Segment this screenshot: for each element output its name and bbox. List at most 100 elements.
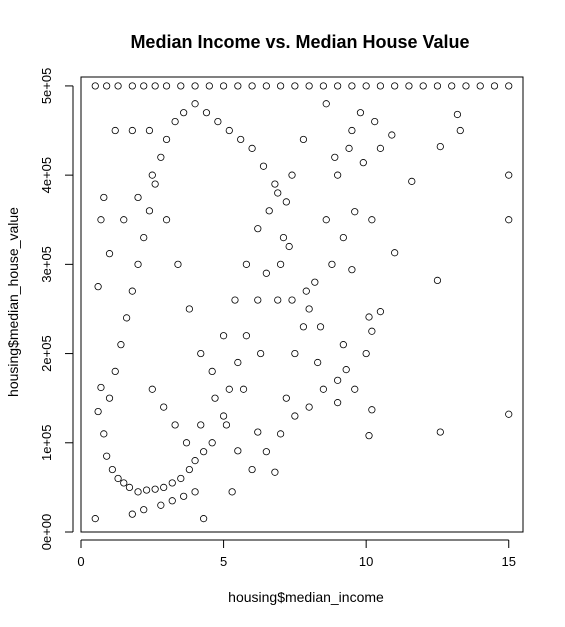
data-point	[142, 486, 151, 494]
data-point	[334, 171, 342, 179]
data-point	[97, 216, 105, 224]
data-point	[408, 177, 416, 185]
data-point	[185, 465, 193, 474]
data-point	[376, 308, 385, 316]
data-point	[277, 260, 285, 268]
data-point	[271, 468, 279, 476]
data-point	[305, 403, 313, 411]
data-point	[328, 260, 336, 268]
data-point	[103, 82, 111, 90]
data-point	[148, 171, 156, 179]
data-point	[351, 208, 359, 216]
data-point	[342, 366, 350, 374]
data-point	[185, 305, 193, 313]
data-point	[262, 82, 270, 90]
data-point	[348, 82, 356, 90]
data-point	[97, 383, 105, 392]
data-point	[202, 109, 211, 117]
data-point	[254, 428, 262, 436]
data-point	[237, 135, 245, 144]
data-point	[436, 142, 444, 151]
data-point	[125, 483, 134, 491]
data-point	[100, 193, 108, 202]
data-point	[448, 82, 456, 90]
data-point	[191, 82, 199, 90]
data-point	[476, 82, 484, 90]
data-point	[211, 394, 219, 402]
x-axis-label: housing$median_income	[228, 589, 384, 605]
data-point	[348, 126, 356, 135]
data-point	[117, 341, 125, 349]
data-point	[231, 296, 239, 304]
data-point	[254, 296, 262, 304]
data-point	[191, 100, 199, 108]
data-point	[162, 135, 171, 144]
data-point	[120, 479, 128, 487]
data-point	[134, 488, 142, 496]
y-tick-label: 0e+00	[39, 514, 54, 551]
data-point	[490, 82, 499, 90]
data-point	[180, 492, 188, 500]
data-point	[200, 515, 208, 523]
data-point	[505, 82, 513, 90]
data-point	[197, 421, 205, 429]
data-point	[108, 465, 116, 474]
data-point	[433, 82, 442, 90]
data-point	[205, 82, 213, 90]
data-point	[433, 276, 442, 285]
data-point	[288, 296, 296, 304]
data-point	[214, 118, 222, 126]
data-point	[291, 349, 299, 358]
data-point	[302, 287, 310, 295]
data-point	[171, 118, 179, 126]
data-point	[234, 447, 242, 455]
data-point	[368, 406, 376, 414]
data-point	[225, 126, 233, 135]
data-point	[282, 394, 290, 402]
data-point	[162, 82, 171, 90]
x-tick-label: 5	[220, 554, 227, 569]
data-point	[191, 457, 199, 465]
data-point	[453, 110, 462, 119]
data-point	[191, 488, 199, 496]
data-point	[174, 260, 182, 268]
data-point	[299, 135, 308, 144]
data-point	[162, 216, 171, 224]
data-point	[334, 82, 342, 90]
data-point	[368, 327, 376, 335]
data-point	[105, 394, 114, 402]
data-point	[259, 162, 268, 170]
y-axis-label: housing$median_house_value	[5, 207, 21, 397]
data-point	[305, 82, 313, 90]
data-point	[376, 82, 385, 90]
data-point	[140, 82, 148, 90]
data-point	[111, 126, 119, 135]
data-point	[234, 82, 242, 90]
data-point	[365, 313, 373, 321]
chart-title: Median Income vs. Median House Value	[130, 32, 469, 52]
x-tick-label: 0	[77, 554, 84, 569]
data-point	[134, 260, 142, 268]
data-point	[291, 412, 299, 420]
data-point	[419, 82, 427, 90]
data-point	[128, 510, 136, 518]
data-point	[239, 385, 248, 393]
data-point	[405, 82, 413, 90]
data-point	[219, 412, 228, 420]
data-point	[105, 250, 114, 258]
y-tick-label: 4e+05	[39, 157, 54, 194]
data-point	[391, 82, 399, 90]
data-point	[277, 82, 285, 90]
data-point	[225, 385, 233, 393]
x-axis: 0 5 10 15	[77, 539, 516, 569]
data-point	[262, 448, 270, 456]
data-point	[171, 421, 179, 429]
data-point	[262, 269, 270, 277]
data-point	[140, 506, 148, 514]
data-point	[151, 180, 159, 188]
plot-frame	[80, 76, 524, 533]
x-tick-label: 10	[359, 554, 373, 569]
data-point	[120, 216, 128, 224]
